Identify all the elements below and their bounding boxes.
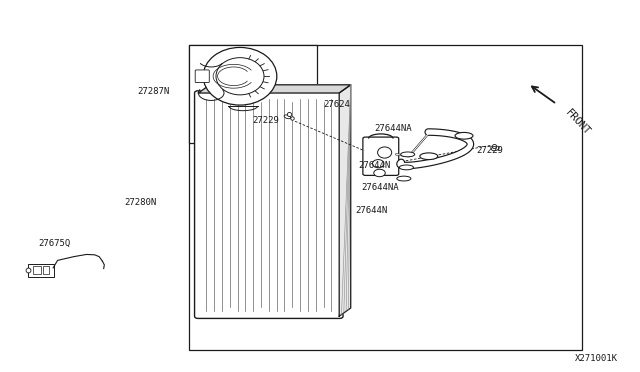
- Bar: [33, 266, 41, 274]
- Ellipse shape: [397, 176, 411, 181]
- Text: FRONT: FRONT: [563, 107, 592, 137]
- Ellipse shape: [374, 169, 385, 177]
- FancyBboxPatch shape: [28, 264, 54, 277]
- FancyBboxPatch shape: [195, 91, 343, 318]
- Ellipse shape: [399, 165, 413, 170]
- Ellipse shape: [216, 58, 264, 95]
- Polygon shape: [198, 85, 351, 93]
- Text: 27229: 27229: [253, 116, 280, 125]
- Ellipse shape: [378, 147, 392, 158]
- Text: X271001K: X271001K: [575, 354, 618, 363]
- Text: 27644N: 27644N: [358, 161, 390, 170]
- Text: 27624: 27624: [323, 100, 350, 109]
- Ellipse shape: [204, 47, 277, 105]
- Text: 27287N: 27287N: [138, 87, 170, 96]
- Ellipse shape: [455, 132, 473, 139]
- Bar: [189, 45, 317, 143]
- Text: 27675Q: 27675Q: [38, 239, 70, 248]
- Polygon shape: [339, 85, 351, 316]
- Text: 27280N: 27280N: [125, 198, 157, 207]
- Ellipse shape: [401, 152, 415, 157]
- Text: 27644NA: 27644NA: [362, 183, 399, 192]
- Bar: [189, 45, 582, 350]
- Bar: [43, 266, 49, 274]
- Text: 27644N: 27644N: [355, 206, 387, 215]
- Text: 27644NA: 27644NA: [374, 124, 412, 133]
- Text: 27229: 27229: [477, 146, 504, 155]
- FancyBboxPatch shape: [363, 137, 399, 176]
- Ellipse shape: [420, 153, 438, 160]
- Ellipse shape: [492, 146, 499, 151]
- FancyBboxPatch shape: [195, 70, 209, 83]
- Ellipse shape: [372, 160, 384, 168]
- Ellipse shape: [284, 115, 291, 119]
